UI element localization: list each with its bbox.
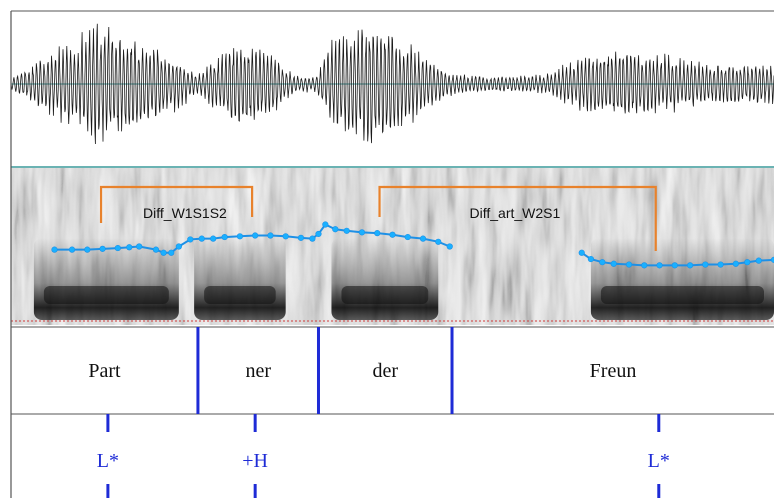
pitch-point bbox=[99, 245, 106, 252]
pitch-point bbox=[770, 256, 774, 263]
pitch-point bbox=[315, 230, 322, 238]
pitch-point bbox=[755, 257, 762, 264]
tone-label: L* bbox=[648, 450, 670, 472]
pitch-point bbox=[686, 262, 694, 269]
pitch-point bbox=[175, 243, 182, 250]
pitch-point bbox=[267, 232, 274, 239]
pitch-point bbox=[252, 232, 259, 239]
pitch-point bbox=[610, 260, 617, 267]
pitch-point bbox=[358, 229, 366, 236]
pitch-point bbox=[702, 261, 709, 268]
syllable-tier: Part ner der Freun bbox=[88, 327, 636, 414]
pitch-point bbox=[404, 233, 411, 241]
waveform-trace bbox=[10, 23, 774, 145]
pitch-point bbox=[68, 246, 76, 253]
tone-label: L* bbox=[97, 450, 119, 472]
tier-area: Part ner der Freun L* +H L* bbox=[10, 10, 774, 498]
syllable-label: ner bbox=[245, 360, 271, 382]
bracket-label: Diff_art_W2S1 bbox=[470, 205, 561, 221]
spectrogram-panel: Diff_W1S1S2 Diff_art_W2S1 bbox=[11, 168, 774, 325]
pitch-point bbox=[210, 235, 217, 242]
pitch-point bbox=[419, 235, 427, 242]
bracket-label: Diff_W1S1S2 bbox=[143, 205, 227, 221]
pitch-point bbox=[435, 238, 442, 245]
pitch-point bbox=[136, 243, 143, 250]
tone-label: +H bbox=[242, 450, 268, 472]
pitch-contour bbox=[51, 221, 774, 269]
syllable-label: Part bbox=[88, 360, 121, 382]
formant-energy bbox=[33, 238, 774, 320]
pitch-point bbox=[297, 234, 305, 241]
pitch-point bbox=[114, 244, 121, 252]
pitch-point bbox=[152, 246, 160, 253]
pitch-point bbox=[578, 249, 585, 256]
pitch-point bbox=[187, 236, 194, 243]
measurement-bracket bbox=[378, 185, 657, 251]
pitch-point bbox=[374, 230, 381, 237]
pitch-point bbox=[221, 233, 228, 241]
pitch-point bbox=[389, 231, 396, 238]
pitch-point bbox=[236, 233, 243, 240]
pitch-point bbox=[641, 262, 648, 269]
pitch-point bbox=[744, 259, 751, 266]
measurement-bracket bbox=[99, 185, 254, 223]
pitch-point bbox=[160, 249, 167, 256]
pitch-point bbox=[625, 261, 633, 268]
pitch-point bbox=[168, 249, 175, 256]
pitch-point bbox=[198, 235, 205, 242]
pitch-point bbox=[332, 226, 339, 233]
pitch-point bbox=[309, 235, 316, 242]
pitch-point bbox=[599, 259, 606, 266]
pitch-point bbox=[671, 262, 678, 269]
pitch-point bbox=[51, 246, 58, 253]
waveform-panel bbox=[10, 11, 774, 167]
pitch-point bbox=[84, 246, 91, 253]
pitch-point bbox=[343, 227, 350, 234]
syllable-label: der bbox=[372, 360, 398, 382]
pitch-point bbox=[732, 260, 739, 267]
pitch-point bbox=[717, 261, 724, 268]
pitch-point bbox=[446, 243, 453, 250]
pitch-point bbox=[282, 233, 289, 240]
syllable-label: Freun bbox=[590, 360, 637, 382]
pitch-point bbox=[587, 255, 594, 263]
pitch-point bbox=[322, 221, 329, 228]
pitch-point bbox=[126, 244, 133, 251]
measurement-brackets: Diff_W1S1S2 Diff_art_W2S1 bbox=[99, 185, 657, 251]
tone-tier: L* +H L* bbox=[97, 414, 670, 498]
pitch-point bbox=[656, 262, 663, 269]
